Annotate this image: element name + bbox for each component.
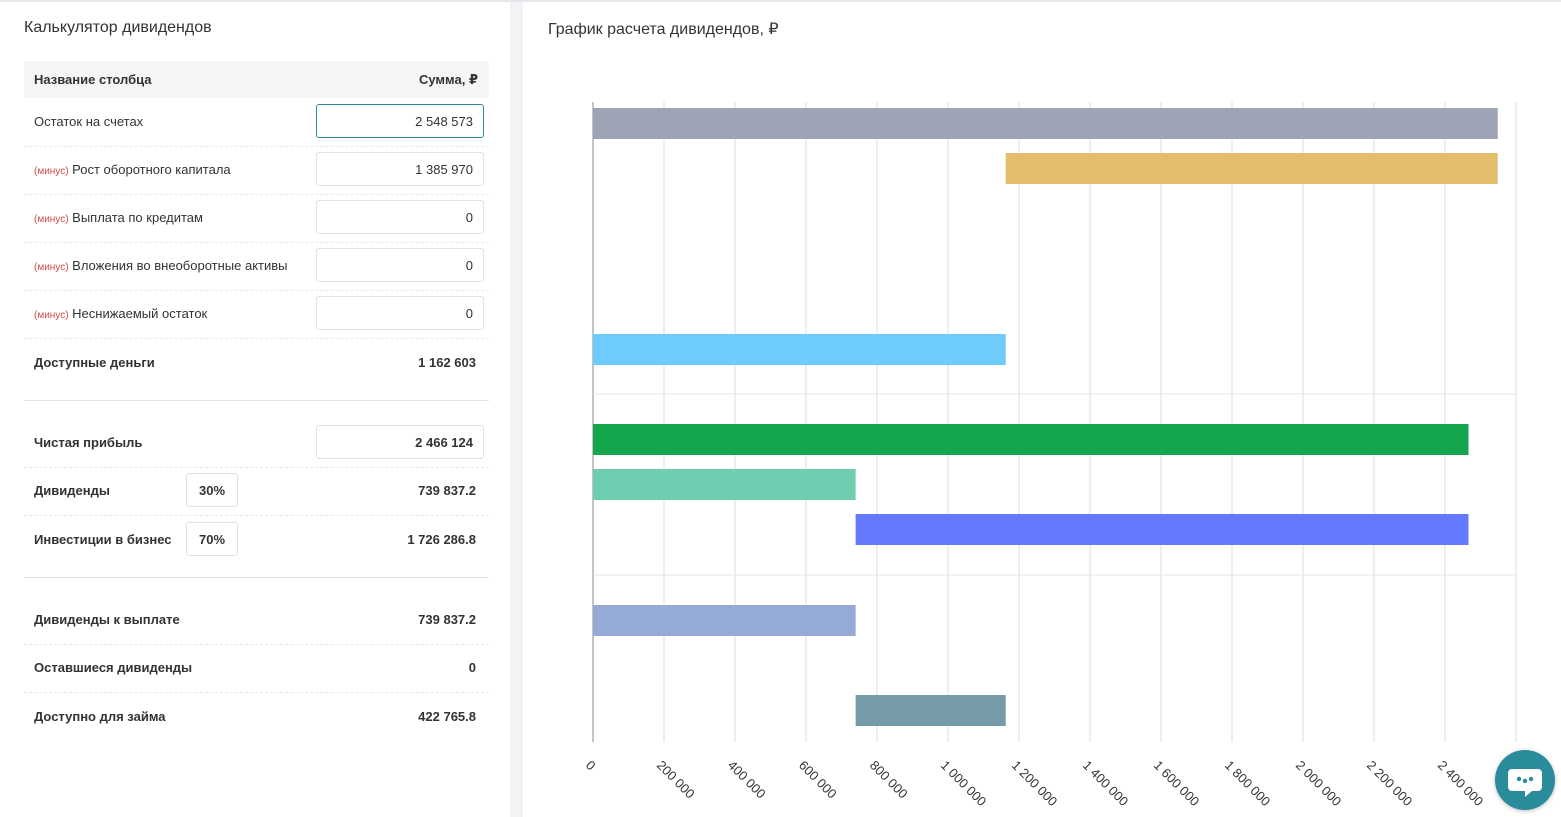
x-tick-label: 1 600 000 <box>1151 758 1203 810</box>
chart-title: График расчета дивидендов, ₽ <box>548 21 779 38</box>
dividends-value: 739 837.2 <box>418 483 476 498</box>
balance-input[interactable] <box>316 104 484 138</box>
min-balance-label: (минус) Неснижаемый остаток <box>34 306 208 321</box>
x-tick-label: 2 200 000 <box>1364 758 1416 810</box>
chart-bar <box>593 469 856 500</box>
working-capital-input[interactable] <box>316 152 484 186</box>
remaining-dividends-value: 0 <box>468 660 476 675</box>
x-tick-label: 1 800 000 <box>1222 758 1274 810</box>
chat-button[interactable] <box>1495 750 1555 810</box>
net-profit-input[interactable] <box>316 425 484 459</box>
remaining-dividends-label: Оставшиеся дивиденды <box>34 660 193 675</box>
working-capital-label: (минус) Рост оборотного капитала <box>34 162 231 177</box>
column-name-header: Название столбца <box>34 72 152 87</box>
loan-available-value: 422 765.8 <box>418 709 476 724</box>
dividends-payable-value: 739 837.2 <box>418 612 476 627</box>
chart-axis-labels: 0 200 000 400 000 600 000 800 000 1 000 000 1 … <box>583 758 1535 810</box>
minus-tag: (минус) <box>34 214 69 225</box>
row-min-balance: (минус) Неснижаемый остаток <box>24 290 489 339</box>
chart-bars <box>593 108 1498 726</box>
chart-bar <box>593 334 1006 365</box>
row-noncurrent-assets: (минус) Вложения во внеоборотные активы <box>24 242 489 291</box>
chart-bar <box>593 424 1469 455</box>
balance-label: Остаток на счетах <box>34 114 144 129</box>
row-investments: Инвестиции в бизнес 1 726 286.8 <box>24 516 489 564</box>
net-profit-label: Чистая прибыль <box>34 435 143 450</box>
chart-bar <box>593 605 856 636</box>
noncurrent-assets-input[interactable] <box>316 248 484 282</box>
dividends-percent-input[interactable] <box>186 473 238 507</box>
row-dividends-payable: Дивиденды к выплате 739 837.2 <box>24 596 489 645</box>
column-sum-header: Сумма, ₽ <box>418 72 478 87</box>
chart-panel: График расчета дивидендов, ₽ 0 200 000 400… <box>523 2 1561 817</box>
loan-available-label: Доступно для займа <box>34 709 166 724</box>
top-divider <box>0 0 1561 2</box>
row-net-profit: Чистая прибыль <box>24 419 489 468</box>
calculator-panel: Калькулятор дивидендов Название столбца … <box>0 2 510 817</box>
x-tick-label: 800 000 <box>867 758 911 802</box>
row-loan-payment: (минус) Выплата по кредитам <box>24 194 489 243</box>
investments-percent-input[interactable] <box>186 522 238 556</box>
chart-grid <box>592 102 1517 742</box>
x-tick-label: 2 000 000 <box>1293 758 1345 810</box>
chat-bubble-icon <box>1508 769 1542 797</box>
x-tick-label: 1 400 000 <box>1080 758 1132 810</box>
chart-bar <box>855 514 1469 545</box>
chart-bar <box>593 108 1498 139</box>
available-money-value: 1 162 603 <box>418 355 476 370</box>
x-tick-label: 200 000 <box>654 758 698 802</box>
row-balance: Остаток на счетах <box>24 98 489 147</box>
table-header: Название столбца Сумма, ₽ <box>24 61 489 98</box>
row-loan-available: Доступно для займа 422 765.8 <box>24 693 489 741</box>
row-dividends: Дивиденды 739 837.2 <box>24 467 489 516</box>
x-tick-label: 400 000 <box>725 758 769 802</box>
row-available-money: Доступные деньги 1 162 603 <box>24 339 489 387</box>
investments-value: 1 726 286.8 <box>407 532 476 547</box>
available-money-label: Доступные деньги <box>34 355 155 370</box>
noncurrent-assets-label: (минус) Вложения во внеоборотные активы <box>34 258 288 273</box>
loan-payment-label: (минус) Выплата по кредитам <box>34 210 203 225</box>
minus-tag: (минус) <box>34 262 69 273</box>
x-tick-label: 0 <box>583 758 599 774</box>
dividend-chart: 0 200 000 400 000 600 000 800 000 1 000 000 1 … <box>583 102 1535 810</box>
row-working-capital: (минус) Рост оборотного капитала <box>24 146 489 195</box>
investments-label: Инвестиции в бизнес <box>34 532 172 547</box>
minus-tag: (минус) <box>34 310 69 321</box>
x-tick-label: 1 000 000 <box>938 758 990 810</box>
x-tick-label: 2 400 000 <box>1435 758 1487 810</box>
min-balance-input[interactable] <box>316 296 484 330</box>
chart-bar <box>855 695 1006 726</box>
x-tick-label: 1 200 000 <box>1009 758 1061 810</box>
section-divider <box>24 577 489 578</box>
loan-payment-input[interactable] <box>316 200 484 234</box>
section-divider <box>24 400 489 401</box>
dividends-label: Дивиденды <box>34 483 110 498</box>
dividends-payable-label: Дивиденды к выплате <box>34 612 180 627</box>
chart-bar <box>1005 153 1498 184</box>
calculator-title: Калькулятор дивидендов <box>24 19 212 36</box>
row-remaining-dividends: Оставшиеся дивиденды 0 <box>24 644 489 693</box>
x-tick-label: 600 000 <box>796 758 840 802</box>
minus-tag: (минус) <box>34 166 69 177</box>
